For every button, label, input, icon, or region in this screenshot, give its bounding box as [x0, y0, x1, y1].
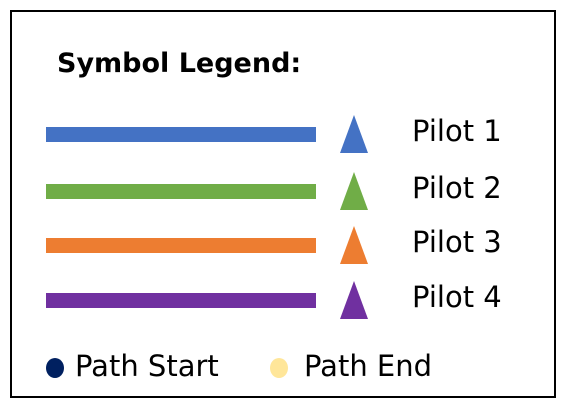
symbol-legend: Symbol Legend: Pilot 1 Pilot 2 Pilot 3 P…	[10, 10, 556, 398]
legend-entry-pilot-3: Pilot 3	[12, 222, 552, 266]
path-end-label: Path End	[304, 349, 433, 383]
pilot-2-label: Pilot 2	[412, 171, 502, 205]
legend-entry-pilot-4: Pilot 4	[12, 277, 552, 321]
path-start-circle-icon	[46, 358, 64, 378]
path-end-circle-icon	[270, 358, 288, 378]
pilot-4-label: Pilot 4	[412, 280, 502, 314]
pilot-4-triangle-icon	[340, 281, 368, 319]
pilot-2-triangle-icon	[340, 172, 368, 210]
legend-entry-pilot-1: Pilot 1	[12, 111, 552, 155]
pilot-4-line-swatch	[46, 293, 316, 308]
pilot-2-line-swatch	[46, 184, 316, 199]
pilot-3-line-swatch	[46, 238, 316, 253]
pilot-1-line-swatch	[46, 127, 316, 142]
path-start-label: Path Start	[75, 349, 219, 383]
legend-entry-pilot-2: Pilot 2	[12, 168, 552, 212]
legend-path-markers: Path Start Path End	[12, 346, 552, 390]
pilot-3-label: Pilot 3	[412, 225, 502, 259]
pilot-3-triangle-icon	[340, 226, 368, 264]
pilot-1-triangle-icon	[340, 115, 368, 153]
pilot-1-label: Pilot 1	[412, 114, 502, 148]
legend-title: Symbol Legend:	[57, 48, 302, 79]
